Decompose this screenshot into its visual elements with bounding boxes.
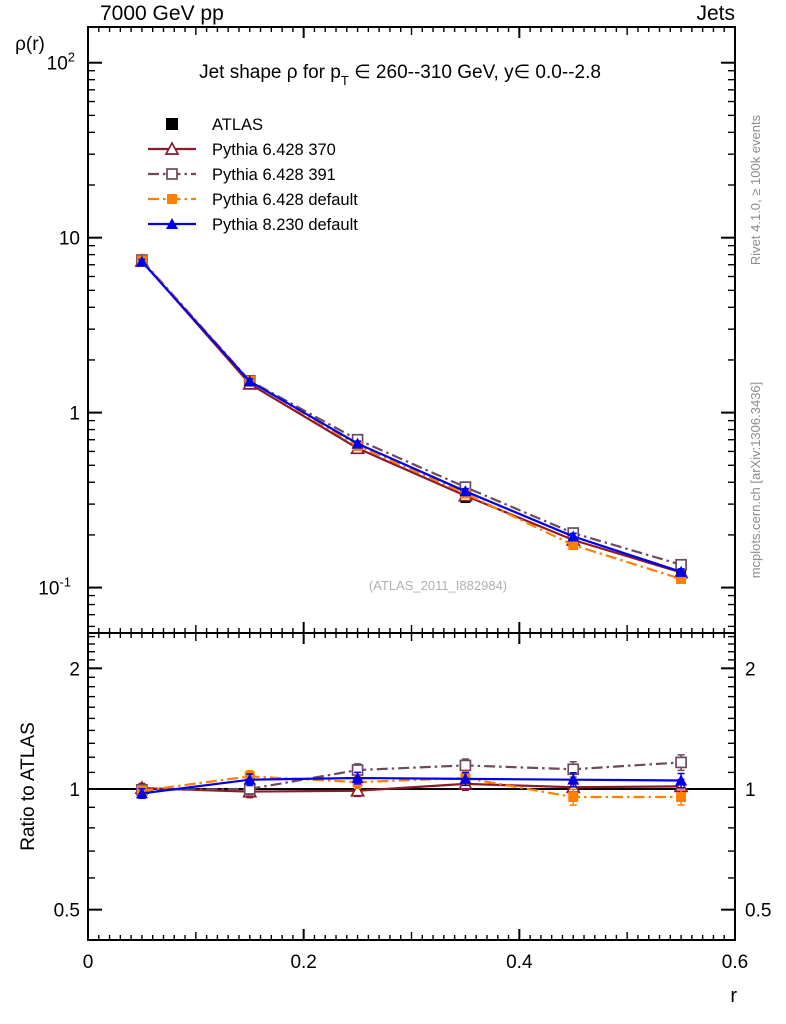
- marker-square-filled: [676, 792, 687, 803]
- marker-square-filled: [166, 118, 178, 130]
- y-tick-label-ratio-right: 0.5: [745, 901, 771, 922]
- main-y-ticks: [88, 61, 735, 628]
- marker-triangle-filled: [135, 787, 148, 799]
- legend-item[interactable]: Pythia 6.428 370: [148, 141, 336, 159]
- marker-triangle-filled: [459, 772, 472, 784]
- marker-triangle-filled: [675, 774, 688, 786]
- marker-triangle-filled: [243, 773, 256, 785]
- series-atlas: [136, 255, 687, 580]
- series-line: [141, 259, 682, 566]
- plot-title: Jet shape ρ for pT ∈ 260--310 GeV, y∈ 0.…: [199, 62, 601, 88]
- dataset-watermark: (ATLAS_2011_I882984): [369, 578, 507, 593]
- y-tick-label-main: 102: [47, 50, 75, 75]
- marker-square-filled: [568, 792, 579, 803]
- marker-triangle-open: [350, 782, 366, 797]
- series-pythia-8-230-default: [135, 255, 688, 577]
- ratio-line: [141, 775, 682, 799]
- y-tick-label-main: 10-1: [38, 575, 71, 600]
- ratio-y-tick-labels: 2 2 1 1 0.5 0.5: [54, 659, 772, 921]
- marker-triangle-filled: [675, 565, 688, 577]
- y-tick-label-ratio-right: 2: [745, 659, 756, 680]
- ratio-y-ticks: [88, 635, 735, 911]
- header-right: Jets: [696, 2, 735, 25]
- x-tick-label: 0.4: [506, 952, 533, 973]
- x-tick-label: 0.2: [290, 952, 316, 973]
- side-label-rivet: Rivet 4.1.0, ≥ 100k events: [748, 114, 763, 265]
- legend-item[interactable]: Pythia 6.428 default: [148, 191, 358, 209]
- watermark: (ATLAS_2011_I882984): [369, 578, 507, 593]
- marker-triangle-open: [164, 141, 180, 155]
- marker-triangle-filled: [243, 375, 256, 387]
- ratio-line: [141, 782, 682, 793]
- series-line: [141, 260, 682, 573]
- y-axis-title-ratio: Ratio to ATLAS: [18, 722, 39, 851]
- legend-item[interactable]: ATLAS: [166, 116, 263, 134]
- y-tick-label-main: 10: [59, 229, 80, 250]
- x-tick-label: 0.6: [722, 952, 748, 973]
- series-pythia-6-428-default: [136, 255, 687, 584]
- legend-label: ATLAS: [212, 116, 263, 134]
- y-tick-label-main: 1: [69, 404, 80, 425]
- x-axis-title: r: [730, 985, 737, 1007]
- y-tick-label-ratio-right: 1: [745, 780, 756, 801]
- x-axis-ticks: [87, 27, 736, 940]
- legend-label: Pythia 8.230 default: [212, 216, 358, 234]
- legend: ATLAS Pythia 6.428 370 Pythia 6.428 391 Pyt…: [148, 116, 358, 234]
- marker-square-filled: [676, 573, 687, 584]
- legend-label: Pythia 6.428 391: [212, 166, 336, 184]
- y-tick-label-ratio: 1: [69, 780, 80, 801]
- header: 7000 GeV pp Jets: [100, 2, 735, 25]
- plot-title: Jet shape ρ for pT ∈ 260--310 GeV, y∈ 0.…: [199, 62, 601, 88]
- marker-square-filled: [167, 194, 177, 204]
- ratio-y-axis-title: Ratio to ATLAS: [18, 722, 39, 851]
- marker-triangle-filled: [459, 485, 472, 497]
- header-left: 7000 GeV pp: [100, 2, 224, 25]
- panel-frames: [87, 26, 736, 941]
- legend-item[interactable]: Pythia 8.230 default: [148, 216, 358, 234]
- marker-triangle-filled: [135, 255, 148, 267]
- legend-label: Pythia 6.428 default: [212, 191, 358, 209]
- marker-square-open: [675, 756, 687, 769]
- ratio-line: [141, 761, 682, 791]
- main-y-tick-labels: 102 10 1 10-1: [38, 50, 80, 600]
- marker-square-open: [459, 759, 472, 772]
- marker-triangle-filled: [567, 773, 580, 785]
- series-pythia-6-428-391: [136, 254, 687, 571]
- legend-item[interactable]: Pythia 6.428 391: [148, 166, 336, 184]
- marker-triangle-filled: [567, 530, 580, 542]
- ratio-series-pythia-8-230-default: [135, 771, 688, 799]
- legend-label: Pythia 6.428 370: [212, 141, 336, 159]
- marker-triangle-filled: [166, 218, 178, 229]
- y-tick-label-ratio: 2: [69, 659, 80, 680]
- marker-square-filled: [568, 540, 579, 551]
- side-label-mcplots: mcplots.cern.ch [arXiv:1306.3436]: [748, 382, 763, 579]
- series-line: [141, 259, 682, 581]
- y-tick-label-ratio: 0.5: [54, 901, 80, 922]
- x-tick-labels: 0 0.2 0.4 0.6 r: [83, 952, 749, 1007]
- series-pythia-6-428-370: [134, 253, 689, 579]
- marker-triangle-filled: [351, 437, 364, 449]
- marker-square-open: [166, 168, 178, 180]
- main-y-axis-title: ρ(r): [15, 34, 45, 55]
- ratio-line: [141, 776, 682, 795]
- ratio-series: [88, 754, 735, 806]
- x-tick-label: 0: [83, 952, 94, 973]
- side-labels: Rivet 4.1.0, ≥ 100k events mcplots.cern.c…: [748, 114, 763, 578]
- series-line: [141, 260, 682, 574]
- main-panel-frame: [87, 26, 736, 634]
- marker-triangle-filled: [351, 772, 364, 784]
- main-series: [134, 253, 689, 584]
- y-axis-title-main: ρ(r): [15, 34, 45, 55]
